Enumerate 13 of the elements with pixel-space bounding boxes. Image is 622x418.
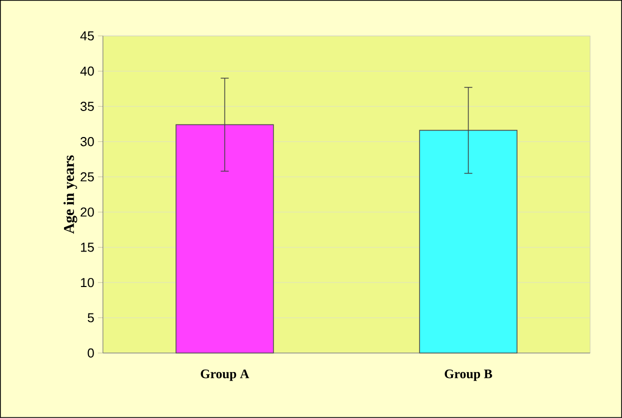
y-tick-label: 10: [80, 278, 94, 288]
y-tick-label: 45: [80, 31, 94, 40]
x-tick-label: Group A: [200, 370, 250, 381]
y-axis-title: Age in years: [64, 155, 78, 234]
y-tick-label: 15: [80, 242, 94, 252]
y-tick-label: 5: [88, 313, 94, 322]
y-tick-label: 40: [80, 66, 94, 76]
y-tick-label: 30: [80, 137, 94, 146]
y-tick-label: 25: [80, 172, 94, 182]
y-tick-label: 35: [80, 102, 94, 111]
y-tick-label: 20: [80, 208, 94, 217]
x-tick-label: Group B: [444, 370, 492, 381]
y-tick-label: 0: [88, 348, 94, 358]
